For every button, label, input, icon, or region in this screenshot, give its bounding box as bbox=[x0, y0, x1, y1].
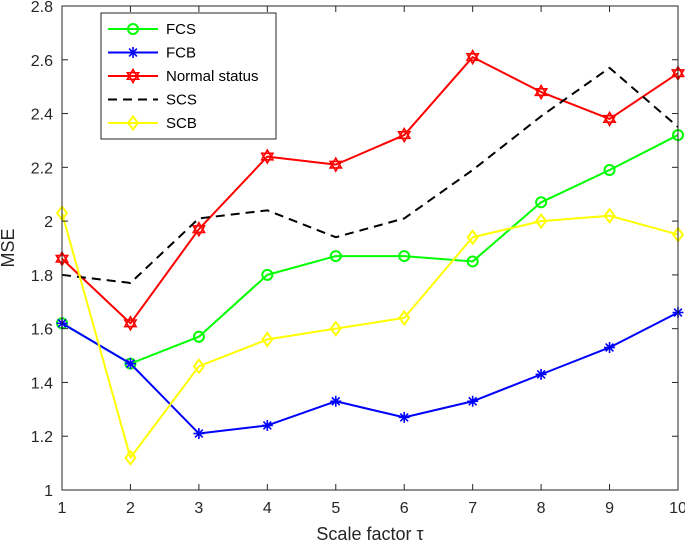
legend-marker-fcs bbox=[127, 23, 139, 35]
series-line-normal-status bbox=[61, 56, 679, 325]
data-point-scb bbox=[124, 449, 137, 466]
data-point-scb bbox=[192, 358, 206, 375]
x-tick-label: 3 bbox=[194, 500, 203, 517]
data-point-fcs bbox=[466, 255, 479, 268]
y-tick-label: 2.8 bbox=[31, 0, 53, 16]
data-point-fcb bbox=[261, 419, 273, 431]
y-tick-label: 2.4 bbox=[31, 107, 53, 124]
series-line-scb bbox=[61, 212, 679, 459]
x-tick-label: 4 bbox=[263, 500, 272, 517]
legend-marker-normal-status bbox=[125, 67, 141, 85]
axes-layer: 1 2 3 4 5 6 7 8 9 10 1 1.2 1.4 1.6 1.8 2 2.2 2.4 2.6 2.8 bbox=[31, 0, 685, 517]
x-axis-label: Scale factor τ bbox=[316, 524, 423, 544]
legend-label-fcb: FCB bbox=[166, 45, 196, 62]
data-point-scb bbox=[261, 331, 274, 348]
data-point-scb bbox=[466, 229, 479, 246]
x-tick-label: 9 bbox=[605, 500, 614, 517]
y-tick-label: 1.8 bbox=[31, 268, 53, 285]
legend-marker-scb bbox=[126, 114, 140, 132]
data-point-fcb bbox=[604, 341, 616, 353]
legend: FCS FCB Normal status SCS SCB bbox=[100, 12, 277, 140]
legend-item-normal-status: Normal status bbox=[108, 67, 259, 85]
data-point-fcs bbox=[329, 250, 342, 263]
series-line-fcs bbox=[61, 134, 679, 365]
x-tick-label: 7 bbox=[468, 500, 477, 517]
series-line-scs bbox=[61, 66, 679, 284]
data-point-fcb bbox=[330, 395, 342, 407]
y-axis-label: MSE bbox=[0, 228, 18, 267]
data-point-fcb bbox=[467, 395, 479, 407]
data-point-normal-status bbox=[397, 126, 412, 144]
y-tick-label: 2.2 bbox=[31, 160, 53, 177]
data-point-normal-status bbox=[465, 48, 480, 66]
data-point-fcs bbox=[603, 164, 616, 177]
legend-label-scs: SCS bbox=[166, 92, 197, 109]
legend-item-fcb: FCB bbox=[108, 45, 196, 62]
x-tick-label: 8 bbox=[537, 500, 546, 517]
y-tick-label: 1.6 bbox=[31, 322, 53, 339]
legend-item-scs: SCS bbox=[108, 92, 197, 109]
y-tick-label: 2 bbox=[44, 214, 53, 231]
series-normal-status bbox=[54, 48, 685, 332]
data-point-scb bbox=[398, 309, 411, 327]
series-line-fcb bbox=[61, 311, 679, 435]
legend-item-scb: SCB bbox=[108, 114, 197, 132]
x-tick-label: 6 bbox=[400, 500, 409, 517]
y-tick-label: 2.6 bbox=[31, 53, 53, 70]
plot-frame bbox=[61, 5, 679, 491]
data-point-scb bbox=[329, 320, 342, 337]
data-point-fcb bbox=[535, 368, 547, 380]
x-tick-label: 1 bbox=[58, 500, 67, 517]
series-fcb bbox=[56, 307, 684, 440]
x-tick-label: 2 bbox=[126, 500, 135, 517]
data-point-normal-status bbox=[328, 156, 343, 173]
data-point-fcs bbox=[398, 250, 411, 263]
legend-label-scb: SCB bbox=[166, 115, 197, 132]
x-tick-label: 10 bbox=[669, 500, 685, 517]
data-point-scb bbox=[534, 212, 548, 230]
data-point-fcb bbox=[398, 411, 410, 423]
data-point-fcb bbox=[124, 358, 136, 370]
data-point-normal-status bbox=[191, 221, 206, 238]
data-point-normal-status bbox=[602, 110, 617, 128]
x-tick-label: 5 bbox=[331, 500, 340, 517]
data-point-normal-status bbox=[260, 148, 275, 165]
data-point-fcs bbox=[192, 330, 205, 343]
y-tick-label: 1.2 bbox=[31, 429, 53, 446]
y-tick-label: 1.4 bbox=[31, 375, 53, 392]
legend-label-normal-status: Normal status bbox=[166, 68, 259, 85]
data-point-fcb bbox=[193, 428, 205, 440]
y-tick-label: 1 bbox=[44, 483, 53, 500]
series-layer bbox=[54, 48, 685, 466]
series-scs bbox=[61, 66, 679, 284]
data-point-fcs bbox=[535, 196, 548, 209]
series-scb bbox=[55, 204, 685, 466]
data-point-fcs bbox=[261, 268, 274, 281]
data-point-normal-status bbox=[123, 315, 138, 332]
legend-label-fcs: FCS bbox=[166, 21, 196, 38]
legend-marker-fcb bbox=[127, 47, 139, 58]
data-point-normal-status bbox=[534, 83, 549, 101]
data-point-scb bbox=[603, 207, 616, 224]
legend-item-fcs: FCS bbox=[108, 21, 196, 38]
